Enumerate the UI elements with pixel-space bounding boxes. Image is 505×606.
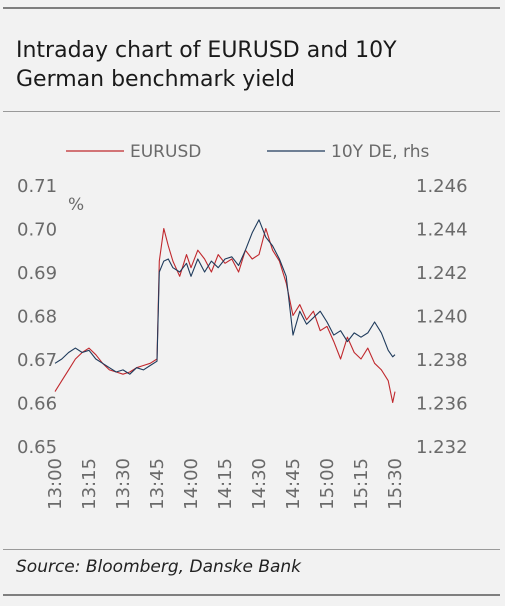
right-tick-label: 1.246 <box>416 176 468 197</box>
x-tick-label: 14:15 <box>215 458 236 510</box>
series-line-de10y <box>54 219 396 375</box>
left-tick-label: 0.69 <box>17 263 57 284</box>
right-tick-label: 1.242 <box>416 263 468 284</box>
legend-label-de10y: 10Y DE, rhs <box>331 142 430 162</box>
x-tick-label: 15:00 <box>317 458 338 510</box>
title-divider <box>3 111 500 112</box>
legend-label-eurusd: EURUSD <box>130 142 201 162</box>
x-tick-label: 13:00 <box>45 458 66 510</box>
x-tick-label: 14:00 <box>181 458 202 510</box>
chart-title: Intraday chart of EURUSD and 10Y German … <box>16 38 397 92</box>
left-tick-label: 0.66 <box>17 394 57 415</box>
left-tick-label: 0.65 <box>17 437 57 458</box>
left-tick-label: 0.71 <box>17 176 57 197</box>
bottom-rule <box>3 594 500 596</box>
top-rule <box>3 7 500 9</box>
left-axis-unit: % <box>68 195 84 215</box>
x-tick-label: 13:45 <box>147 458 168 510</box>
right-tick-label: 1.240 <box>416 307 468 328</box>
footer-divider <box>3 549 500 550</box>
x-tick-label: 14:30 <box>249 458 270 510</box>
x-tick-label: 15:15 <box>351 458 372 510</box>
chart-svg: EURUSD 10Y DE, rhs 0.71 0.70 0.69 0.68 0.67 0.6… <box>17 142 468 510</box>
right-tick-label: 1.236 <box>416 394 468 415</box>
right-tick-label: 1.238 <box>416 350 468 371</box>
x-tick-label: 13:30 <box>113 458 134 510</box>
x-tick-label: 14:45 <box>283 458 304 510</box>
right-tick-label: 1.244 <box>416 220 468 241</box>
left-tick-label: 0.68 <box>17 307 57 328</box>
source-note: Source: Bloomberg, Danske Bank <box>16 557 302 577</box>
x-tick-label: 13:15 <box>79 458 100 510</box>
left-tick-label: 0.70 <box>17 220 57 241</box>
series-line-eurusd <box>54 227 396 404</box>
right-tick-label: 1.232 <box>416 437 468 458</box>
x-tick-label: 15:30 <box>385 458 406 510</box>
left-tick-label: 0.67 <box>17 350 57 371</box>
